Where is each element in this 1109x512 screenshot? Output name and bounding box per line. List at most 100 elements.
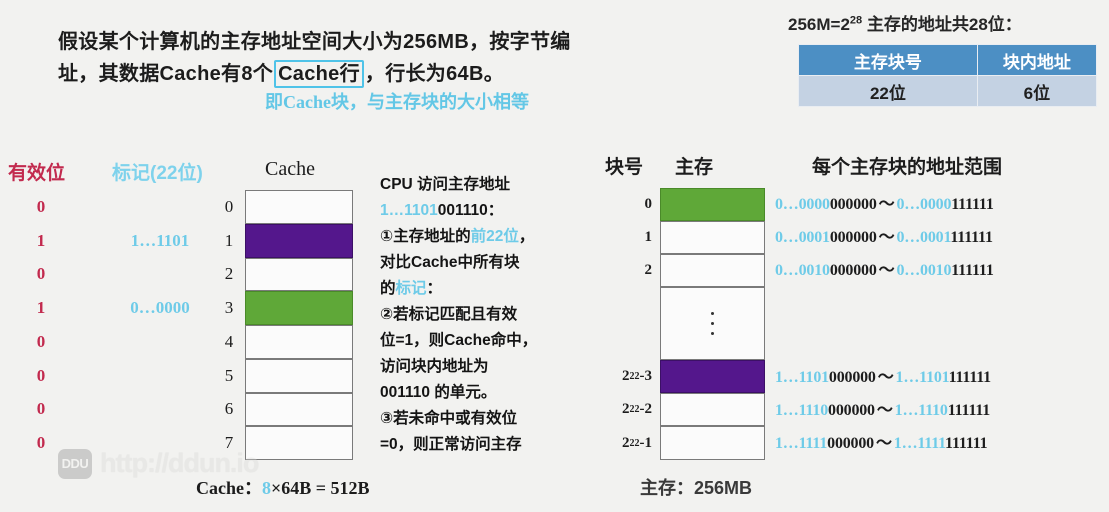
subtitle-note: 即Cache块，与主存块的大小相等 (265, 92, 529, 112)
address-bits-heading-tail: 主存的地址共28位： (862, 15, 1022, 34)
cache-row[interactable]: 1 1…1101 1 (0, 223, 360, 258)
memory-block-row[interactable]: 2 22 -2 (600, 393, 780, 426)
cpu-note-step-2-d: 001110 的单元。 (380, 384, 497, 401)
memory-block-label: 0 (644, 196, 653, 212)
range-start-prefix: 1…1110 (775, 402, 829, 419)
range-start-offset: 000000 (827, 435, 874, 452)
caption-valid-bit: 有效位 (8, 163, 66, 184)
address-bits-heading-exponent: 28 (849, 14, 863, 27)
range-end-prefix: 1…1111 (893, 435, 946, 452)
cpu-note-step-2: ②若标记匹配且有效 (380, 306, 518, 323)
cache-line-index: 0 (224, 196, 234, 216)
cpu-note-address-prefix: 1…1101 (380, 202, 438, 219)
cpu-note-step-1: ①主存地址的前22位， (380, 224, 595, 250)
address-range-row: 1…1110000000 ～ 1…1110111111 (775, 394, 1109, 427)
cache-valid-bit: 0 (36, 331, 46, 351)
range-end-offset: 111111 (951, 262, 994, 279)
vertical-ellipsis-icon (711, 312, 714, 335)
title-block: 假设某个计算机的主存地址空间大小为256MB，按字节编 址，其数据Cache有8… (58, 26, 618, 90)
header-block-number: 主存块号 (798, 44, 978, 76)
cpu-note-step-2-b: 位=1，则Cache命中， (380, 332, 538, 349)
memory-block-cell[interactable] (660, 426, 765, 460)
memory-block-row[interactable]: 2 22 -3 (600, 360, 780, 393)
memory-block-cell[interactable] (660, 221, 765, 254)
cache-size-label: Cache： (196, 478, 262, 498)
address-bits-heading: 256M=228 主存的地址共28位： (788, 10, 1022, 35)
memory-block-row[interactable]: 1 (600, 221, 780, 254)
caption-address-ranges: 每个主存块的地址范围 (812, 157, 1003, 178)
cache-line-cell[interactable] (245, 325, 353, 359)
cpu-note-step-1-tag-c: ： (426, 280, 443, 297)
cache-line-index: 1 (224, 230, 234, 250)
range-start-prefix: 0…0010 (775, 262, 830, 279)
cache-line-cell[interactable] (245, 358, 353, 393)
cache-tag-value (100, 359, 220, 393)
range-end-offset: 111111 (945, 435, 988, 452)
title-line-2: 址，其数据Cache有8个 Cache行 ，行长为64B。 (58, 58, 618, 90)
cpu-note-step-1-tag-highlight: 标记 (395, 280, 427, 297)
cache-row[interactable]: 1 0…0000 3 (0, 291, 360, 325)
range-separator: ～ (877, 369, 894, 386)
cache-line-cell[interactable] (245, 223, 353, 258)
memory-block-cell[interactable] (660, 254, 765, 287)
range-separator: ～ (876, 402, 893, 419)
cache-line-cell[interactable] (245, 257, 353, 292)
memory-block-cell[interactable] (660, 188, 765, 221)
address-range-row: 0…0010000000 ～ 0…0010111111 (775, 254, 1109, 287)
cache-line-cell[interactable] (245, 291, 353, 325)
cpu-note-step-1-tag: 的标记： (380, 276, 595, 302)
memory-block-cell[interactable] (660, 360, 765, 393)
cache-diagram: 0 0 1 1…1101 1 0 2 1 0…0000 3 0 4 0 5 0 6 0 7 (0, 190, 360, 460)
cpu-note-step-1-c: ， (518, 228, 535, 245)
cache-line-cell[interactable] (245, 426, 353, 460)
title-line-2-prefix: 址，其数据Cache有8个 (58, 63, 274, 85)
memory-block-row[interactable] (600, 287, 780, 360)
cache-line-index: 4 (224, 331, 234, 351)
memory-block-label (600, 287, 656, 360)
cache-line-cell[interactable] (245, 190, 353, 224)
address-bits-heading-base: 256M=2 (788, 15, 850, 34)
header-offset: 块内地址 (976, 44, 1098, 76)
cache-valid-bit: 0 (36, 433, 46, 453)
memory-block-row[interactable]: 2 (600, 254, 780, 287)
cache-line-index: 5 (224, 365, 234, 385)
range-start-offset: 000000 (829, 262, 877, 279)
cpu-note-step-1-cont: 对比Cache中所有块 (380, 254, 520, 271)
cpu-note-line-1: CPU 访问主存地址 (380, 176, 511, 193)
address-range-row: 1…1101000000 ～ 1…1101111111 (775, 361, 1109, 394)
cache-line-cell[interactable] (245, 392, 353, 427)
memory-block-cell[interactable] (660, 393, 765, 426)
cache-valid-bit: 0 (36, 196, 46, 216)
memory-block-row[interactable]: 0 (600, 188, 780, 221)
cache-valid-bit: 0 (36, 264, 46, 284)
caption-main-memory: 主存 (675, 157, 714, 178)
cache-line-index: 2 (224, 264, 234, 284)
address-range-row: 0…0001000000 ～ 0…0001111111 (775, 221, 1109, 254)
range-separator: ～ (878, 196, 895, 213)
address-range-list: 0…0000000000 ～ 0…0000111111 0…0001000000 ～ 0…… (775, 188, 1109, 460)
cpu-note-step-1-highlight: 前22位 (470, 228, 519, 245)
cpu-note-step-3: ③若未命中或有效位 (380, 410, 518, 427)
cache-tag-value (100, 325, 220, 359)
table-row-headers: 主存块号 块内地址 (798, 44, 1098, 76)
memory-block-row[interactable]: 2 22 -1 (600, 426, 780, 460)
caption-tag: 标记(22位) (112, 163, 203, 184)
value-offset-bits: 6位 (976, 75, 1098, 107)
main-memory-diagram: 0 1 2 2 22 -3 2 22 -2 2 22 -1 (600, 188, 780, 460)
memory-block-label: 2 22 -3 (622, 368, 652, 384)
range-separator: ～ (878, 229, 895, 246)
cache-line-index: 3 (224, 298, 234, 318)
cpu-note-step-1-tag-a: 的 (380, 280, 396, 297)
range-end-prefix: 0…0000 (896, 196, 952, 213)
cpu-note-step-2-c: 访问块内地址为 (380, 358, 489, 375)
cache-tag-value (100, 426, 220, 460)
cpu-note-step-1-a: ①主存地址的 (380, 228, 471, 245)
cache-valid-bit: 1 (36, 298, 46, 318)
range-start-prefix: 0…0001 (775, 229, 830, 246)
